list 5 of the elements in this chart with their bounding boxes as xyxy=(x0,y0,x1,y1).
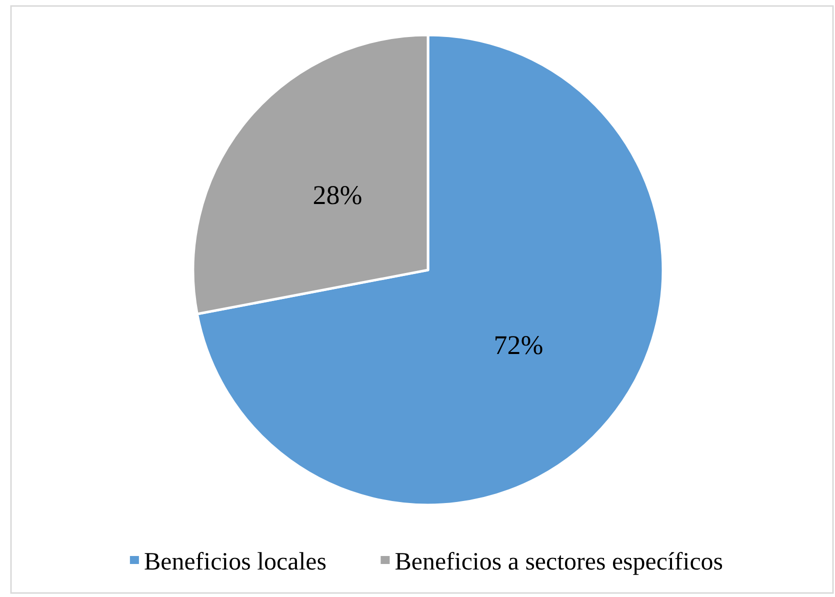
data-label: 72% xyxy=(494,330,544,360)
pie-slice xyxy=(196,34,664,506)
data-label: 28% xyxy=(312,180,362,210)
legend-label: Beneficios a sectores específicos xyxy=(394,548,724,576)
legend-label: Beneficios locales xyxy=(144,548,327,576)
